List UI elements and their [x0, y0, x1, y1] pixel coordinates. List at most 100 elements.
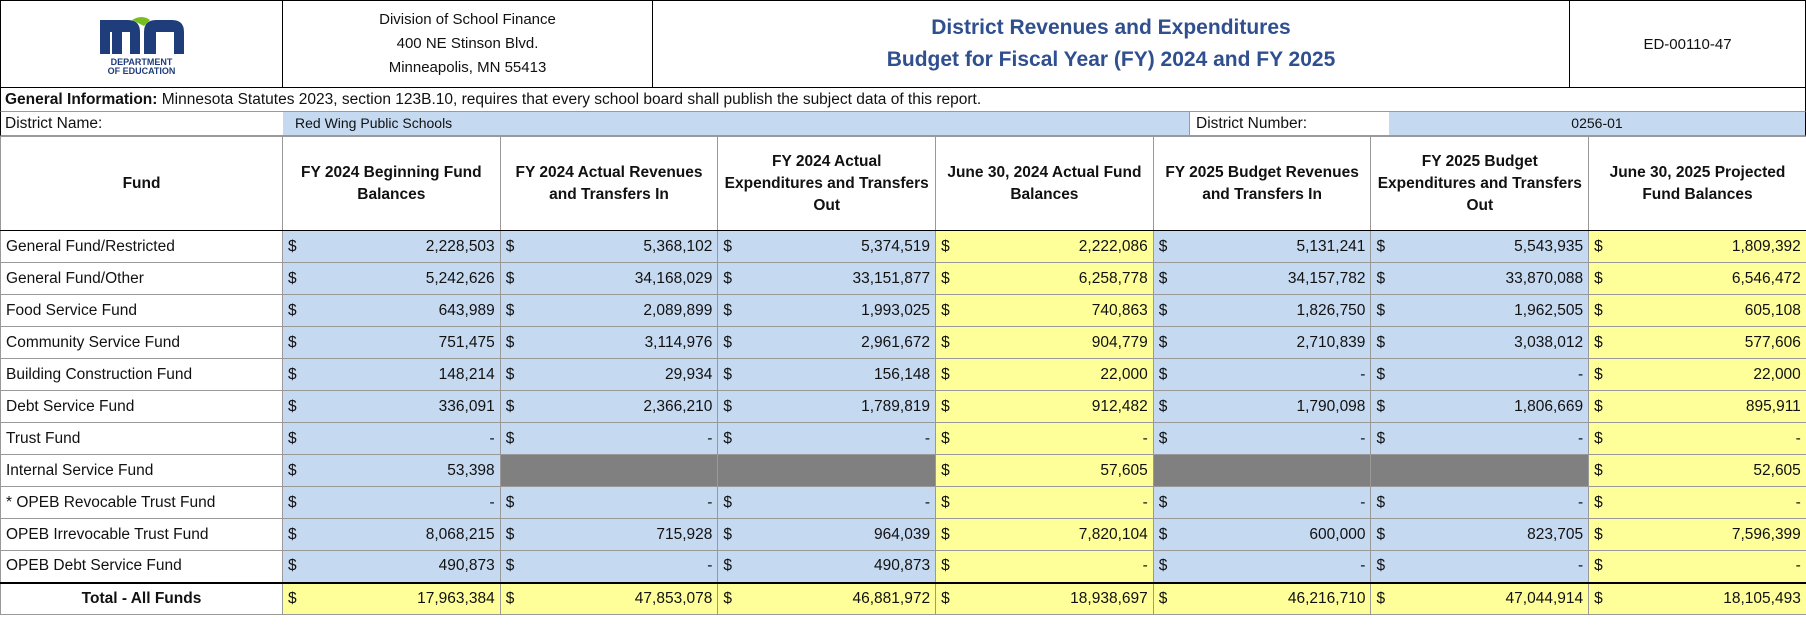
- currency: $: [723, 557, 732, 575]
- currency: $: [723, 589, 732, 607]
- currency: $: [288, 525, 297, 543]
- amount: 490,873: [874, 557, 931, 575]
- currency: $: [1158, 525, 1168, 543]
- fund-name: * OPEB Revocable Trust Fund: [0, 486, 283, 519]
- amount-cell: $18,938,697: [935, 581, 1154, 615]
- amount-cell: $ -: [499, 550, 719, 583]
- amount: 22,000: [1100, 365, 1148, 383]
- amount-cell: $751,475: [282, 326, 501, 359]
- fund-name: Debt Service Fund: [0, 390, 283, 423]
- currency: $: [1158, 237, 1168, 255]
- currency: $: [1158, 429, 1168, 447]
- amount: -: [1360, 493, 1366, 511]
- currency: $: [1376, 589, 1386, 607]
- amount: 1,806,669: [1514, 397, 1584, 415]
- amount-cell: $740,863: [935, 294, 1154, 327]
- amount: 2,089,899: [643, 301, 713, 319]
- amount-cell: $33,151,877: [717, 262, 937, 295]
- amount-cell: $ -: [717, 422, 937, 455]
- amount-cell: $53,398: [282, 454, 501, 487]
- amount-cell: $5,131,241: [1152, 230, 1372, 263]
- currency: $: [941, 333, 950, 351]
- amount: -: [707, 493, 713, 511]
- amount: 964,039: [874, 525, 931, 543]
- currency: $: [288, 461, 297, 479]
- amount: 6,546,472: [1731, 269, 1801, 287]
- amount: 8,068,215: [425, 525, 495, 543]
- currency: $: [1594, 493, 1603, 511]
- amount: 490,873: [438, 557, 495, 575]
- district-name-label: District Name:: [5, 114, 103, 132]
- amount: 29,934: [664, 365, 713, 383]
- division: Division of School Finance 400 NE Stinso…: [283, 1, 653, 87]
- amount: -: [1142, 493, 1148, 511]
- amount-cell: $ -: [935, 422, 1154, 455]
- column-header: FY 2024 Beginning Fund Balances: [282, 136, 501, 231]
- amount-cell: $1,809,392: [1588, 230, 1806, 263]
- fund-row: Internal Service Fund $53,398 $57,605 $52,6…: [0, 454, 1806, 487]
- division-line: Minneapolis, MN 55413: [388, 59, 547, 76]
- general-info-text: Minnesota Statutes 2023, section 123B.10…: [161, 90, 982, 108]
- amount: 46,881,972: [852, 589, 931, 607]
- currency: $: [288, 589, 297, 607]
- logo-line: OF EDUCATION: [107, 66, 176, 76]
- currency: $: [505, 301, 515, 319]
- amount-cell: $2,089,899: [499, 294, 719, 327]
- logo-line: DEPARTMENT: [110, 57, 173, 67]
- amount-cell: $ -: [1152, 422, 1372, 455]
- currency: $: [941, 269, 950, 287]
- amount: -: [1142, 429, 1148, 447]
- amount-cell: $ -: [282, 486, 501, 519]
- amount-cell: $490,873: [282, 550, 501, 583]
- amount: 1,789,819: [861, 397, 931, 415]
- amount: 1,962,505: [1514, 301, 1584, 319]
- amount-cell: $ -: [1370, 486, 1590, 519]
- amount: 17,963,384: [417, 589, 495, 607]
- division-line: Division of School Finance: [379, 11, 556, 28]
- amount: -: [1142, 557, 1148, 575]
- amount-cell: $ -: [1152, 486, 1372, 519]
- amount-cell: $5,543,935: [1370, 230, 1590, 263]
- amount-cell: $715,928: [499, 518, 719, 551]
- amount-cell: $490,873: [717, 550, 937, 583]
- amount: 600,000: [1309, 525, 1366, 543]
- amount: 3,038,012: [1514, 333, 1584, 351]
- amount: 57,605: [1100, 461, 1148, 479]
- amount-cell: $ -: [935, 550, 1154, 583]
- currency: $: [505, 429, 515, 447]
- currency: $: [1594, 557, 1603, 575]
- amount-cell: $1,826,750: [1152, 294, 1372, 327]
- currency: $: [288, 333, 297, 351]
- amount: 53,398: [447, 461, 495, 479]
- amount-cell: $47,853,078: [499, 581, 719, 615]
- currency: $: [1376, 301, 1386, 319]
- amount-cell: $3,038,012: [1370, 326, 1590, 359]
- currency: $: [723, 493, 732, 511]
- currency: $: [723, 429, 732, 447]
- amount: 33,870,088: [1505, 269, 1584, 287]
- currency: $: [288, 397, 297, 415]
- amount-cell: $577,606: [1588, 326, 1806, 359]
- amount: 2,366,210: [643, 397, 713, 415]
- currency: $: [941, 461, 950, 479]
- amount: 18,105,493: [1723, 589, 1801, 607]
- amount: -: [1577, 557, 1584, 575]
- fund-row: Trust Fund $ - $ - $ - $ - $ - $ - $ -: [0, 422, 1806, 455]
- amount: -: [1795, 429, 1801, 447]
- currency: $: [1376, 557, 1386, 575]
- column-header: FY 2025 Budget Revenues and Transfers In: [1152, 136, 1372, 231]
- title-line: District Revenues and Expenditures: [931, 16, 1291, 39]
- currency: $: [1594, 237, 1603, 255]
- amount-cell: $ -: [499, 422, 719, 455]
- currency: $: [1158, 269, 1168, 287]
- amount: 605,108: [1744, 301, 1801, 319]
- currency: $: [723, 237, 732, 255]
- fund-name: General Fund/Other: [0, 262, 283, 295]
- amount-cell: $904,779: [935, 326, 1154, 359]
- amount: 34,168,029: [634, 269, 713, 287]
- amount: 33,151,877: [852, 269, 931, 287]
- amount-cell: $1,790,098: [1152, 390, 1372, 423]
- fund-name: OPEB Debt Service Fund: [0, 550, 283, 583]
- amount-cell: $336,091: [282, 390, 501, 423]
- amount-cell: $46,216,710: [1152, 581, 1372, 615]
